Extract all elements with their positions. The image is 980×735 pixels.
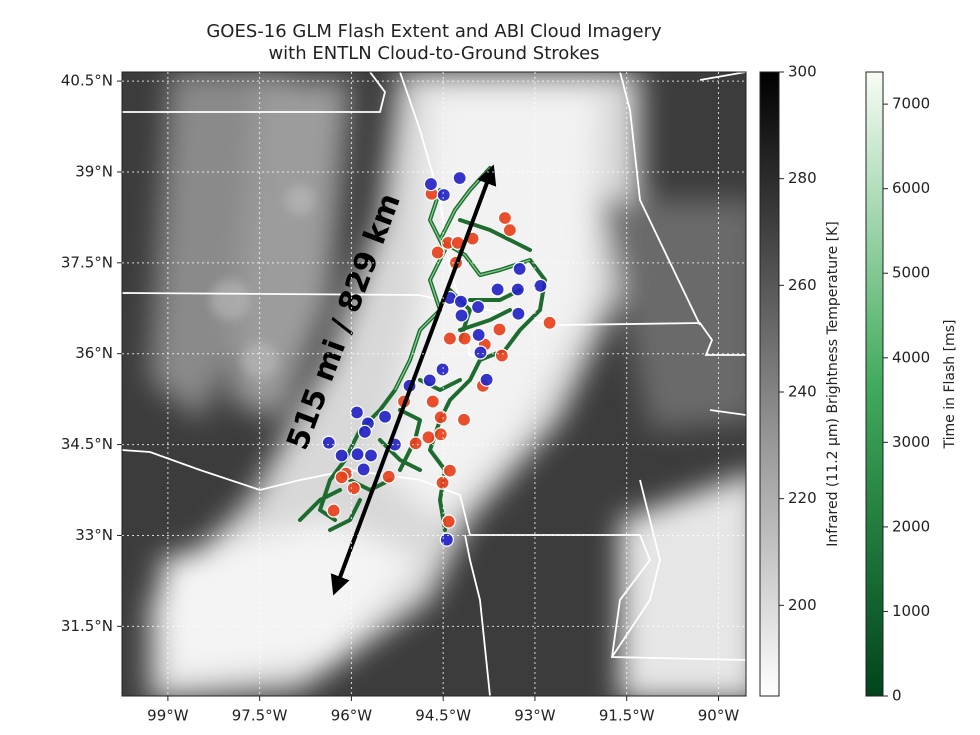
y-tick-label: 31.5°N [61, 617, 113, 635]
stroke-point [457, 331, 472, 346]
stroke-point [497, 210, 513, 226]
colorbar-tick-label: 200 [788, 596, 817, 614]
colorbar-tick-label: 300 [788, 63, 817, 81]
colorbar-tick-label: 2000 [892, 517, 930, 535]
stroke-point [490, 282, 505, 297]
colorbar-tick-label: 4000 [892, 348, 930, 366]
y-tick-label: 36°N [75, 344, 113, 362]
map-frame [121, 71, 747, 697]
stroke-point [346, 481, 361, 496]
stroke-point [442, 463, 458, 478]
stroke-point [435, 362, 450, 377]
distance-arrow [330, 164, 497, 596]
stroke-point [381, 469, 396, 484]
stroke-point [421, 430, 436, 445]
colorbar-tick-label: 280 [788, 169, 817, 187]
stroke-point [408, 436, 423, 451]
x-tick-label: 94.5°W [415, 707, 471, 725]
stroke-point [423, 176, 439, 192]
stroke-point [533, 278, 548, 293]
stroke-point [435, 475, 450, 490]
x-tick-label: 96°W [331, 707, 373, 725]
colorbar-tick-label: 5000 [892, 264, 930, 282]
stroke-point [363, 448, 379, 463]
stroke-point [321, 435, 336, 450]
stroke-point [470, 299, 486, 315]
x-tick-label: 99°W [147, 707, 189, 725]
colorbar-tick-label: 220 [788, 489, 817, 507]
stroke-point [441, 514, 456, 529]
y-tick-label: 33°N [75, 526, 113, 544]
colorbar-tick-label: 260 [788, 276, 817, 294]
stroke-point [422, 373, 437, 388]
stroke-point [357, 424, 372, 439]
colorbar-tick-label: 1000 [892, 602, 930, 620]
colorbar-tick-label: 7000 [892, 95, 930, 113]
y-tick-label: 39°N [75, 162, 113, 180]
y-tick-label: 40.5°N [61, 72, 113, 90]
stroke-point [453, 294, 469, 309]
stroke-point [433, 410, 448, 425]
stroke-point [510, 282, 525, 297]
x-tick-label: 97.5°W [232, 707, 288, 725]
colorbar [759, 71, 780, 697]
colorbar-label: Infrared (11.2 μm) Brightness Temperatur… [825, 221, 841, 546]
x-tick-label: 91.5°W [599, 707, 655, 725]
y-tick-label: 37.5°N [61, 253, 113, 271]
stroke-point [471, 327, 486, 343]
colorbar-tick-label: 0 [892, 687, 902, 705]
stroke-point [479, 372, 494, 387]
y-tick-label: 34.5°N [61, 435, 113, 453]
stroke-point [511, 306, 526, 321]
colorbar-tick-label: 3000 [892, 433, 930, 451]
stroke-point [356, 462, 371, 477]
stroke-point [334, 470, 349, 485]
chart-title: GOES-16 GLM Flash Extent and ABI Cloud I… [206, 21, 662, 42]
stroke-point [454, 308, 469, 323]
stroke-point [502, 223, 517, 238]
stroke-point [377, 409, 393, 424]
stroke-point [430, 245, 445, 260]
x-tick-label: 90°W [698, 707, 740, 725]
stroke-point [492, 322, 507, 337]
colorbar [865, 71, 884, 697]
stroke-point [542, 315, 557, 330]
stroke-point [425, 394, 440, 409]
stroke-point [349, 405, 365, 420]
stroke-point [494, 348, 510, 363]
colorbar-tick-label: 240 [788, 383, 817, 401]
stroke-point [473, 345, 488, 360]
colorbar-label: Time in Flash [ms] [942, 320, 958, 450]
stroke-point [436, 187, 451, 203]
map-imagery [122, 72, 746, 696]
stroke-point [512, 261, 527, 276]
stroke-point [442, 331, 458, 346]
stroke-point [456, 412, 472, 427]
stroke-point [433, 427, 448, 442]
colorbar-tick-label: 6000 [892, 179, 930, 197]
chart-subtitle: with ENTLN Cloud-to-Ground Strokes [268, 43, 599, 64]
stroke-point [326, 503, 341, 518]
x-tick-label: 93°W [514, 707, 556, 725]
stroke-point [334, 448, 349, 463]
stroke-point [452, 170, 467, 186]
stroke-point [350, 447, 365, 462]
